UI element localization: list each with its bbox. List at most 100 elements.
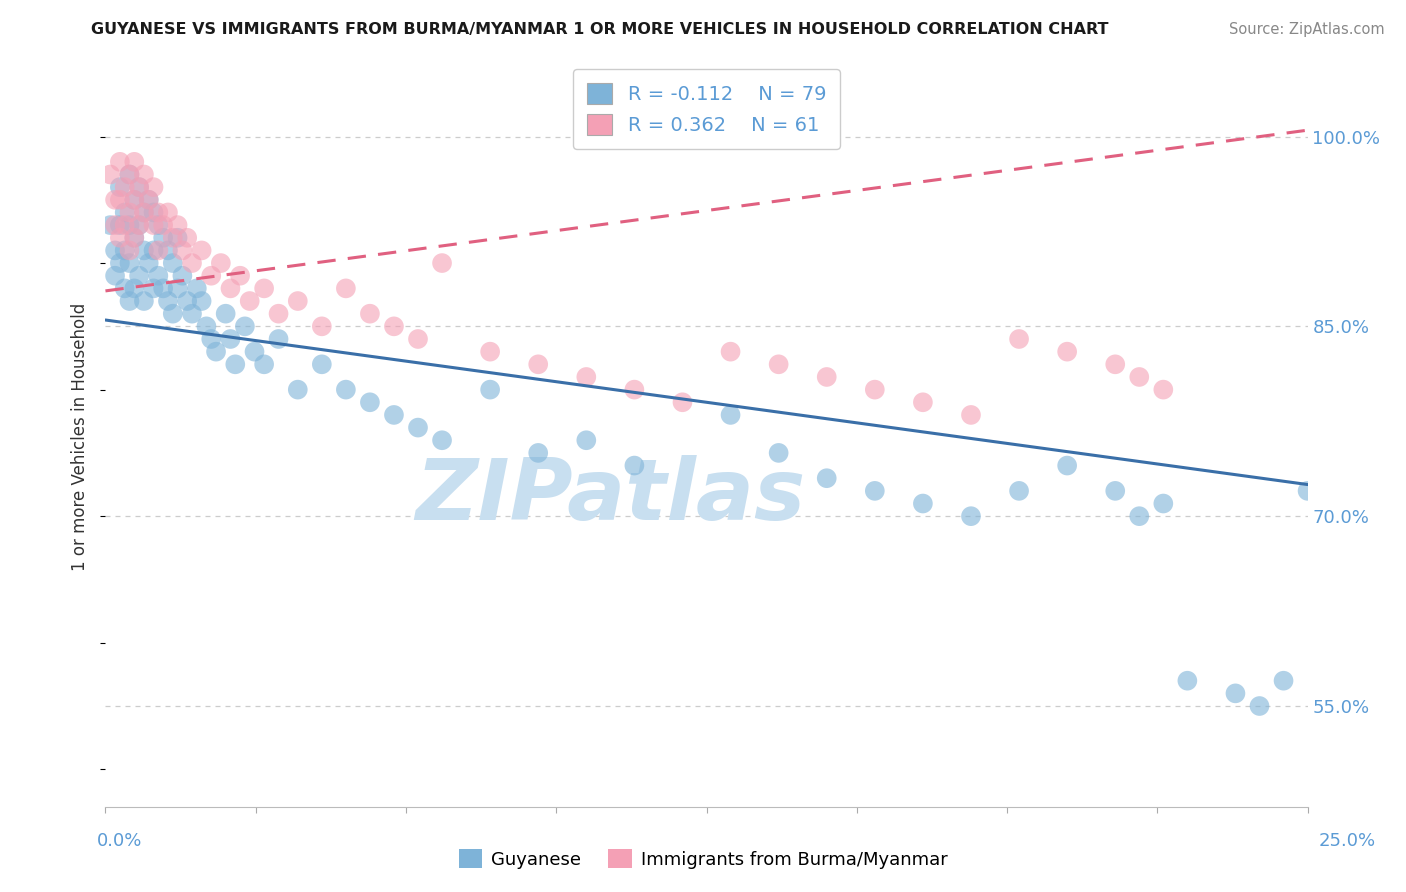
Point (287, 383, 309, 397)
Point (114, 205, 136, 219)
Point (162, 307, 184, 321)
Point (132, 293, 155, 308)
Point (118, 218, 141, 232)
Point (1056, 458, 1078, 473)
Y-axis label: 1 or more Vehicles in Household: 1 or more Vehicles in Household (72, 303, 90, 571)
Point (162, 231, 184, 245)
Point (382, 319, 405, 334)
Point (219, 332, 242, 346)
Point (156, 244, 179, 258)
Point (118, 168, 141, 182)
Point (815, 370, 838, 384)
Point (479, 344, 502, 359)
Point (142, 281, 165, 295)
Point (132, 205, 155, 219)
Point (1104, 483, 1126, 498)
Point (267, 332, 290, 346)
Point (108, 154, 131, 169)
Point (359, 395, 381, 409)
Point (1056, 344, 1078, 359)
Point (1128, 509, 1150, 524)
Point (104, 268, 127, 283)
Point (406, 420, 429, 434)
Point (138, 256, 160, 270)
Point (104, 193, 127, 207)
Point (108, 193, 131, 207)
Text: 0.0%: 0.0% (97, 831, 142, 849)
Point (142, 218, 165, 232)
Point (128, 218, 150, 232)
Point (148, 244, 170, 258)
Point (863, 483, 886, 498)
Point (671, 395, 693, 409)
Point (623, 383, 645, 397)
Point (1152, 383, 1174, 397)
Point (768, 357, 790, 371)
Point (911, 395, 934, 409)
Point (152, 231, 174, 245)
Point (128, 268, 150, 283)
Point (253, 357, 276, 371)
Point (142, 205, 165, 219)
Point (311, 357, 333, 371)
Point (1272, 673, 1295, 688)
Point (960, 408, 983, 422)
Point (166, 281, 188, 295)
Point (152, 281, 174, 295)
Point (128, 218, 150, 232)
Point (229, 268, 252, 283)
Point (359, 307, 381, 321)
Point (156, 293, 179, 308)
Text: 25.0%: 25.0% (1319, 831, 1375, 849)
Point (138, 193, 160, 207)
Point (152, 218, 174, 232)
Point (176, 293, 198, 308)
Point (335, 281, 357, 295)
Point (1008, 483, 1031, 498)
Point (124, 193, 146, 207)
Point (114, 244, 136, 258)
Point (108, 218, 131, 232)
Point (253, 281, 276, 295)
Point (1104, 357, 1126, 371)
Point (124, 231, 146, 245)
Point (243, 344, 266, 359)
Point (406, 332, 429, 346)
Point (138, 193, 160, 207)
Point (104, 218, 127, 232)
Point (124, 154, 146, 169)
Point (1008, 332, 1031, 346)
Point (214, 307, 236, 321)
Point (108, 180, 131, 194)
Point (162, 256, 184, 270)
Point (623, 458, 645, 473)
Point (224, 357, 246, 371)
Point (200, 268, 222, 283)
Point (382, 408, 405, 422)
Point (118, 168, 141, 182)
Point (205, 344, 228, 359)
Point (128, 180, 150, 194)
Point (172, 268, 194, 283)
Point (148, 205, 170, 219)
Point (98, 168, 121, 182)
Text: Source: ZipAtlas.com: Source: ZipAtlas.com (1229, 22, 1385, 37)
Point (142, 180, 165, 194)
Point (200, 332, 222, 346)
Legend: R = -0.112    N = 79, R = 0.362    N = 61: R = -0.112 N = 79, R = 0.362 N = 61 (574, 70, 839, 149)
Point (527, 446, 550, 460)
Point (132, 168, 155, 182)
Point (311, 319, 333, 334)
Legend: Guyanese, Immigrants from Burma/Myanmar: Guyanese, Immigrants from Burma/Myanmar (451, 841, 955, 876)
Point (575, 370, 598, 384)
Point (166, 218, 188, 232)
Point (267, 307, 290, 321)
Point (335, 383, 357, 397)
Point (527, 357, 550, 371)
Point (1177, 673, 1199, 688)
Point (128, 180, 150, 194)
Text: ZIPatlas: ZIPatlas (415, 455, 806, 538)
Point (186, 281, 208, 295)
Point (142, 244, 165, 258)
Point (118, 244, 141, 258)
